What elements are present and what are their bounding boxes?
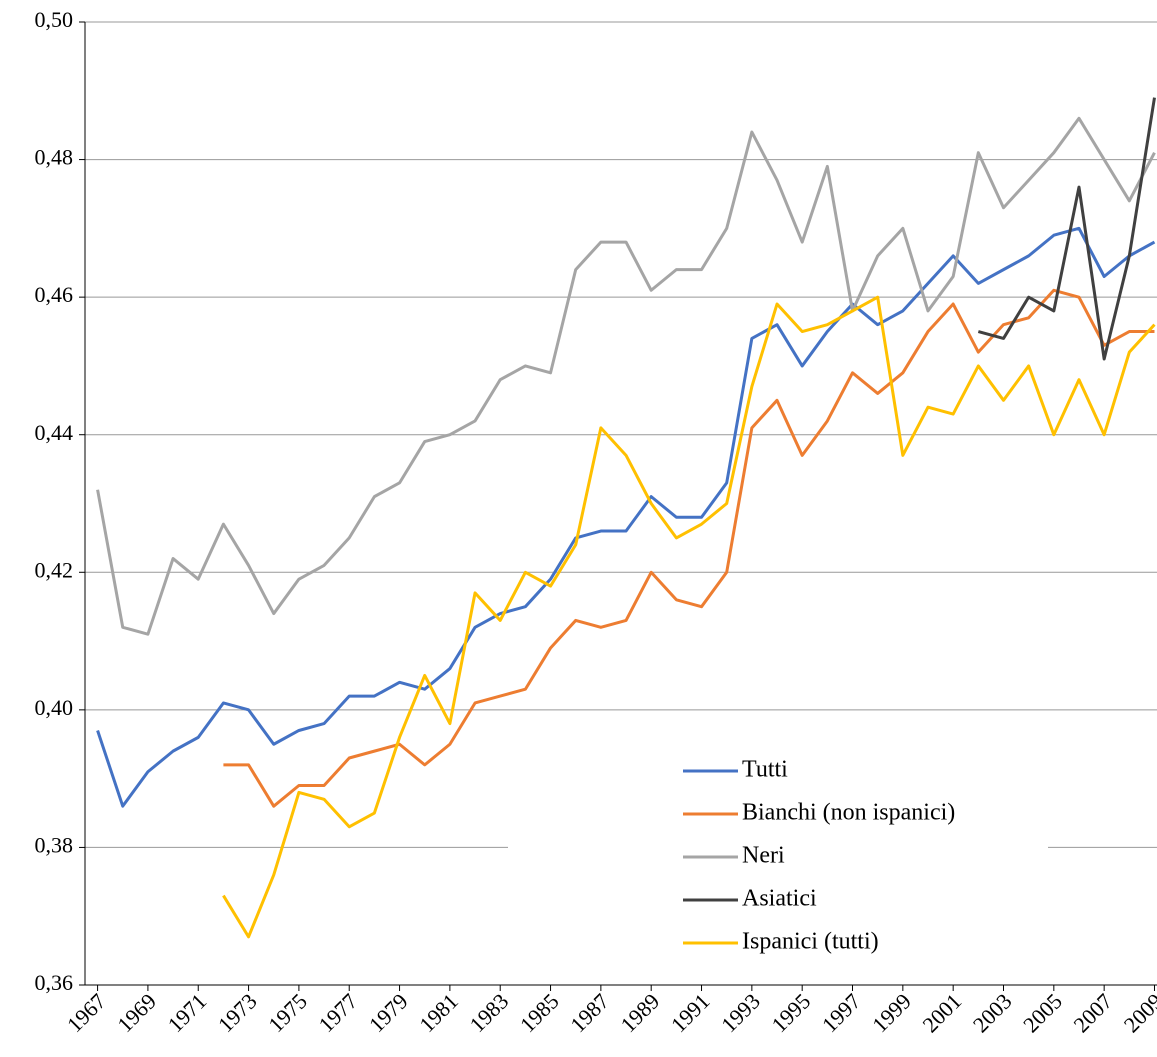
series-line <box>223 288 1155 808</box>
legend-label: Neri <box>742 843 785 869</box>
x-tick-label: 1973 <box>213 988 262 1037</box>
x-tick-label: 1997 <box>817 988 866 1037</box>
x-tick-label: 1983 <box>465 988 514 1037</box>
series-line <box>977 97 1156 361</box>
y-tick-label: 0,50 <box>35 7 74 32</box>
x-tick-label: 2007 <box>1068 988 1117 1037</box>
x-tick-label: 1981 <box>414 988 463 1037</box>
x-tick-label: 1987 <box>565 988 614 1037</box>
x-tick-label: 2003 <box>968 988 1017 1037</box>
y-tick-label: 0,46 <box>35 282 74 307</box>
x-tick-label: 1999 <box>867 988 916 1037</box>
x-tick-label: 1991 <box>666 988 715 1037</box>
y-tick-label: 0,48 <box>35 145 74 170</box>
y-tick-label: 0,40 <box>35 695 74 720</box>
x-tick-label: 2001 <box>917 988 966 1037</box>
y-tick-label: 0,38 <box>35 832 74 857</box>
x-tick-label: 1967 <box>62 988 111 1037</box>
x-tick-label: 1977 <box>314 988 363 1037</box>
x-tick-label: 2005 <box>1018 988 1067 1037</box>
x-tick-label: 1993 <box>716 988 765 1037</box>
legend-label: Ispanici (tutti) <box>742 929 879 955</box>
x-tick-label: 1989 <box>616 988 665 1037</box>
x-tick-label: 1971 <box>163 988 212 1037</box>
series-line <box>96 116 1156 636</box>
series-line <box>96 226 1156 808</box>
series-line <box>222 295 1156 939</box>
y-tick-label: 0,44 <box>35 420 74 445</box>
legend-label: Bianchi (non ispanici) <box>742 800 955 826</box>
x-tick-label: 1985 <box>515 988 564 1037</box>
legend-label: Asiatici <box>742 886 817 912</box>
x-tick-label: 1975 <box>263 988 312 1037</box>
x-tick-label: 1969 <box>112 988 161 1037</box>
x-tick-label: 1995 <box>766 988 815 1037</box>
legend-label: Tutti <box>742 757 788 783</box>
legend-box <box>508 745 1048 977</box>
y-tick-label: 0,42 <box>35 557 74 582</box>
x-tick-label: 1979 <box>364 988 413 1037</box>
x-tick-label: 2009 <box>1119 988 1157 1037</box>
y-tick-label: 0,36 <box>35 970 74 995</box>
